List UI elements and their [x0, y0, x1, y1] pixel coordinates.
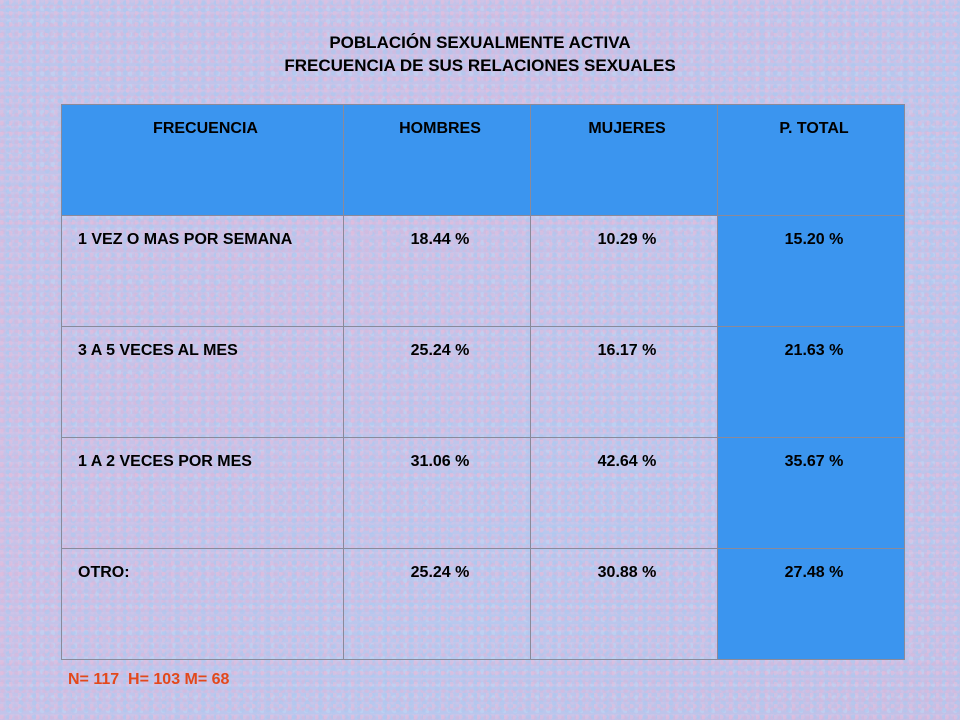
frequency-table: FRECUENCIA HOMBRES MUJERES P. TOTAL 1 VE… [61, 104, 905, 660]
cell-mujeres: 16.17 % [530, 326, 718, 438]
cell-total: 21.63 % [717, 326, 905, 438]
cell-hombres: 31.06 % [343, 437, 531, 549]
cell-hombres: 25.24 % [343, 326, 531, 438]
cell-hombres: 25.24 % [343, 548, 531, 660]
table-row: OTRO: 25.24 % 30.88 % 27.48 % [61, 548, 905, 660]
cell-mujeres: 42.64 % [530, 437, 718, 549]
table-row: 1 VEZ O MAS POR SEMANA 18.44 % 10.29 % 1… [61, 215, 905, 327]
row-label: 1 VEZ O MAS POR SEMANA [61, 215, 344, 327]
row-label: 3 A 5 VECES AL MES [61, 326, 344, 438]
title-line-1: POBLACIÓN SEXUALMENTE ACTIVA [329, 33, 631, 52]
header-hombres: HOMBRES [343, 104, 531, 216]
header-total: P. TOTAL [717, 104, 905, 216]
table-row: 1 A 2 VECES POR MES 31.06 % 42.64 % 35.6… [61, 437, 905, 549]
title-line-2: FRECUENCIA DE SUS RELACIONES SEXUALES [284, 56, 676, 75]
cell-hombres: 18.44 % [343, 215, 531, 327]
sample-size-footnote: N= 117 H= 103 M= 68 [68, 671, 230, 688]
cell-total: 35.67 % [717, 437, 905, 549]
cell-mujeres: 10.29 % [530, 215, 718, 327]
table-row: 3 A 5 VECES AL MES 25.24 % 16.17 % 21.63… [61, 326, 905, 438]
cell-mujeres: 30.88 % [530, 548, 718, 660]
slide-title: POBLACIÓN SEXUALMENTE ACTIVA FRECUENCIA … [0, 31, 960, 77]
cell-total: 15.20 % [717, 215, 905, 327]
row-label: 1 A 2 VECES POR MES [61, 437, 344, 549]
table-header-row: FRECUENCIA HOMBRES MUJERES P. TOTAL [61, 104, 905, 216]
header-frecuencia: FRECUENCIA [61, 104, 344, 216]
row-label: OTRO: [61, 548, 344, 660]
cell-total: 27.48 % [717, 548, 905, 660]
header-mujeres: MUJERES [530, 104, 718, 216]
